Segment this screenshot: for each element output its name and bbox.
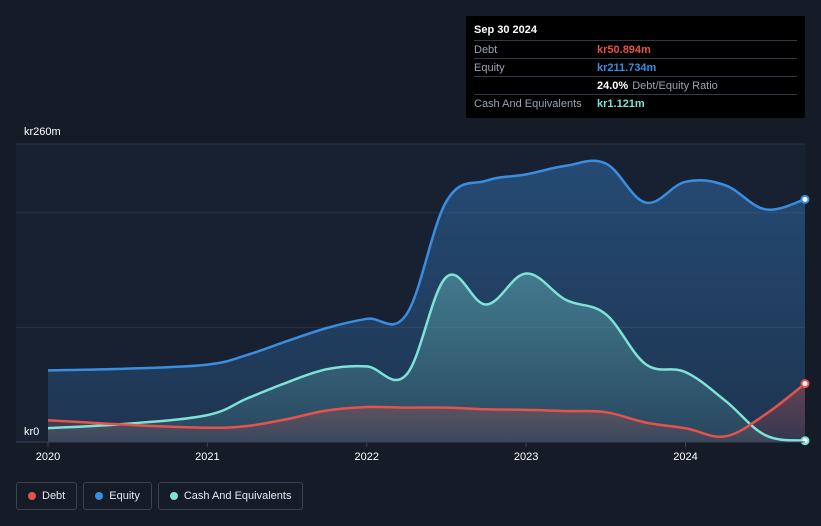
x-axis-ticks: 2020 2021 2022 2023 2024 xyxy=(36,442,698,463)
legend-item-debt[interactable]: Debt xyxy=(16,482,78,510)
legend-label-cash: Cash And Equivalents xyxy=(183,490,292,502)
tooltip-value-cash: kr1.121m xyxy=(597,98,645,110)
y-axis-bottom-label: kr0 xyxy=(24,426,39,438)
tooltip-row-cash: Cash And Equivalents kr1.121m xyxy=(474,94,797,112)
x-tick-label: 2023 xyxy=(514,451,538,463)
chart-legend: Debt Equity Cash And Equivalents xyxy=(16,482,304,510)
series-end-markers xyxy=(800,194,810,446)
cash-area xyxy=(48,273,805,442)
equity-end-point xyxy=(800,194,810,204)
tooltip-value-equity: kr211.734m xyxy=(597,62,657,74)
legend-item-cash[interactable]: Cash And Equivalents xyxy=(157,482,304,510)
y-axis-top-label: kr260m xyxy=(24,126,61,138)
x-tick-label: 2021 xyxy=(195,451,219,463)
debt-end-point xyxy=(800,379,810,389)
tooltip-ratio-caption: Debt/Equity Ratio xyxy=(632,80,718,92)
x-tick-label: 2022 xyxy=(354,451,378,463)
hover-tooltip: Sep 30 2024 Debt kr50.894m Equity kr211.… xyxy=(466,16,805,118)
tooltip-row-equity: Equity kr211.734m xyxy=(474,58,797,76)
legend-item-equity[interactable]: Equity xyxy=(83,482,152,510)
legend-dot-debt xyxy=(28,492,36,500)
tooltip-date: Sep 30 2024 xyxy=(474,24,537,36)
tooltip-row-ratio: 24.0% Debt/Equity Ratio xyxy=(474,76,797,94)
legend-dot-cash xyxy=(169,492,178,500)
tooltip-label-debt: Debt xyxy=(474,44,498,56)
tooltip-row-debt: Debt kr50.894m xyxy=(474,40,797,58)
x-tick-label: 2024 xyxy=(673,451,697,463)
legend-label-debt: Debt xyxy=(42,490,66,502)
tooltip-label-cash: Cash And Equivalents xyxy=(474,98,582,110)
legend-label-equity: Equity xyxy=(109,490,140,502)
debt-line xyxy=(47,382,806,438)
x-tick-label: 2020 xyxy=(36,451,60,463)
tooltip-value-debt: kr50.894m xyxy=(597,44,651,56)
tooltip-label-equity: Equity xyxy=(474,62,505,74)
legend-dot-equity xyxy=(95,492,104,500)
series-lines xyxy=(47,159,806,442)
equity-line xyxy=(47,159,806,372)
cash-end-point xyxy=(800,436,810,446)
cash-line xyxy=(47,272,806,442)
tooltip-value-ratio: 24.0% xyxy=(597,80,629,92)
